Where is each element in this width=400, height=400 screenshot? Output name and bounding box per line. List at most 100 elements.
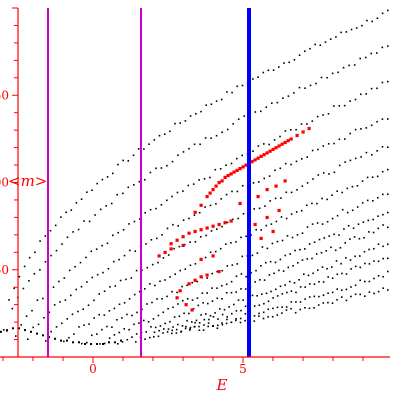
data-point-band-9 [191,321,193,323]
data-point-band-10 [377,260,380,263]
data-point-band-2 [74,265,76,268]
data-point-band-3 [327,143,330,145]
data-point-band-1 [271,102,273,104]
highlight-point [256,195,260,199]
data-point-band-2 [52,286,55,288]
highlight-point [265,215,269,220]
data-point-band-7 [221,285,223,287]
data-point-band-0 [293,59,296,61]
data-point-band-8 [297,262,299,264]
data-point-band-12 [294,311,297,314]
data-point-band-10 [286,291,288,294]
highlight-point [217,222,221,227]
data-point-band-4 [253,208,255,210]
data-point-band-7 [157,314,160,317]
data-point-band-4 [344,161,346,163]
data-point-band-9 [233,303,235,306]
highlight-point [226,174,230,178]
data-point-band-2 [171,195,173,198]
data-point-band-1 [204,137,207,139]
data-point-band-6 [321,223,324,225]
highlight-point [193,210,197,214]
data-point-band-3 [268,175,271,177]
data-point-band-11 [203,324,205,326]
data-point-band-7 [133,323,135,326]
data-point-band-11 [198,329,201,331]
data-point-band-0 [184,120,187,122]
data-point-band-0 [376,17,379,19]
data-point-band-0 [49,229,52,232]
data-point-band-1 [331,72,334,75]
data-point-band-11 [221,323,224,326]
data-point-band-9 [326,267,328,270]
data-point-band-10 [235,310,238,312]
data-point-band-7 [152,318,155,320]
data-point-band-3 [118,258,120,261]
data-point-band-0 [241,84,244,87]
data-point-band-0 [361,24,363,27]
data-point-band-1 [77,228,80,231]
data-point-band-3 [349,132,351,135]
data-point-band-5 [311,202,313,205]
data-point-band-10 [258,304,261,306]
data-point-band-5 [108,310,111,312]
data-point-band-5 [103,314,106,316]
data-point-band-12 [258,315,260,317]
data-point-band-11 [382,275,384,278]
data-point-band-10 [272,297,274,299]
data-point-band-0 [174,122,176,125]
highlight-point [271,147,275,151]
data-point-band-12 [313,307,315,309]
data-point-band-9 [242,299,244,301]
data-point-band-8 [207,302,209,305]
data-point-band-7 [382,213,384,216]
data-point-band-2 [155,207,157,210]
data-point-band-2 [343,104,346,107]
highlight-point [301,130,305,134]
data-point-band-2 [58,280,60,283]
data-point-band-2 [279,135,281,138]
highlight-point [220,179,224,183]
data-point-band-5 [265,224,268,227]
data-point-band-8 [344,242,346,244]
data-point-band-7 [206,292,208,294]
data-point-band-9 [261,293,263,295]
data-point-band-6 [101,328,103,331]
data-point-band-6 [261,246,264,248]
highlight-point [244,163,248,167]
data-point-band-10 [240,309,242,312]
data-point-band-6 [116,319,118,321]
data-point-band-9 [382,245,384,248]
data-point-band-6 [86,341,88,344]
data-point-band-4 [301,185,304,187]
highlight-point [259,236,263,240]
data-point-band-1 [337,71,339,74]
data-point-band-1 [33,273,36,275]
data-point-band-0 [381,12,384,15]
data-point-band-9 [312,272,314,275]
data-point-band-8 [159,325,162,327]
data-point-band-12 [322,302,325,304]
data-point-band-7 [333,233,335,236]
data-point-band-1 [210,137,212,139]
data-point-band-0 [65,211,67,214]
data-point-band-5 [98,313,100,316]
data-point-band-2 [198,179,200,181]
data-point-band-8 [211,300,214,302]
data-point-band-1 [177,154,179,156]
data-point-band-9 [298,279,300,281]
data-point-band-5 [209,251,212,254]
data-point-band-10 [221,313,224,316]
data-point-band-11 [313,295,316,298]
data-point-band-2 [117,231,119,234]
data-point-band-0 [75,202,78,204]
data-point-band-1 [232,123,234,125]
data-point-band-8 [353,236,356,238]
data-point-band-11 [171,332,173,335]
data-point-band-6 [221,269,224,272]
data-point-band-12 [382,287,384,289]
data-point-band-7 [108,337,111,339]
data-point-band-4 [135,269,138,272]
data-point-band-3 [252,182,255,184]
